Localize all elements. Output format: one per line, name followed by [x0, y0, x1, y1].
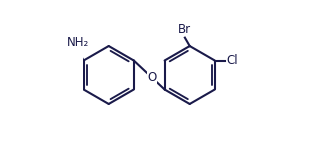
Text: Cl: Cl	[226, 54, 238, 67]
Text: O: O	[148, 71, 157, 84]
Text: Br: Br	[178, 23, 192, 36]
Text: NH₂: NH₂	[67, 36, 89, 49]
